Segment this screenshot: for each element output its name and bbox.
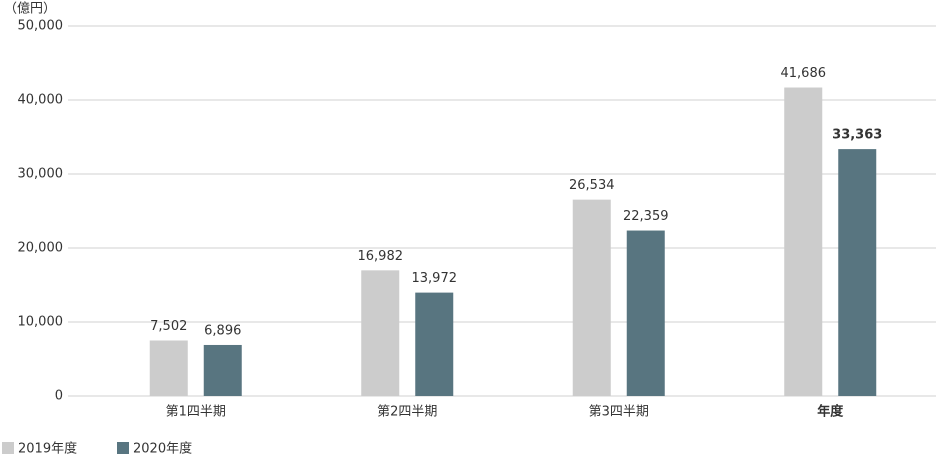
y-tick-label: 20,000 [18, 241, 64, 256]
value-label: 22,359 [623, 209, 669, 224]
bar [626, 230, 665, 396]
legend-label: 2020年度 [133, 441, 192, 456]
x-tick-label: 第2四半期 [377, 405, 437, 420]
bar [203, 344, 242, 396]
value-label: 16,982 [358, 249, 404, 264]
bar [838, 149, 877, 396]
bar [149, 340, 188, 396]
value-label: 26,534 [569, 178, 615, 193]
x-tick-label: 第1四半期 [166, 405, 226, 420]
y-tick-label: 30,000 [18, 167, 64, 182]
bar [361, 270, 400, 396]
bar [784, 87, 823, 397]
legend-swatch [2, 442, 14, 454]
legend-swatch [117, 442, 129, 454]
y-tick-label: 40,000 [18, 93, 64, 108]
value-label: 7,502 [150, 319, 187, 334]
x-tick-label: 年度 [817, 404, 844, 420]
bar [572, 199, 611, 396]
value-label: 41,686 [781, 66, 827, 81]
y-tick-label: 0 [55, 389, 63, 404]
bar [415, 292, 454, 396]
legend-label: 2019年度 [18, 441, 77, 456]
value-label: 33,363 [832, 128, 882, 143]
unit-label: （億円） [4, 1, 56, 17]
y-tick-label: 10,000 [18, 315, 64, 330]
x-tick-label: 第3四半期 [589, 405, 649, 420]
value-label: 6,896 [204, 323, 241, 338]
y-tick-label: 50,000 [18, 19, 64, 34]
value-label: 13,972 [412, 271, 458, 286]
